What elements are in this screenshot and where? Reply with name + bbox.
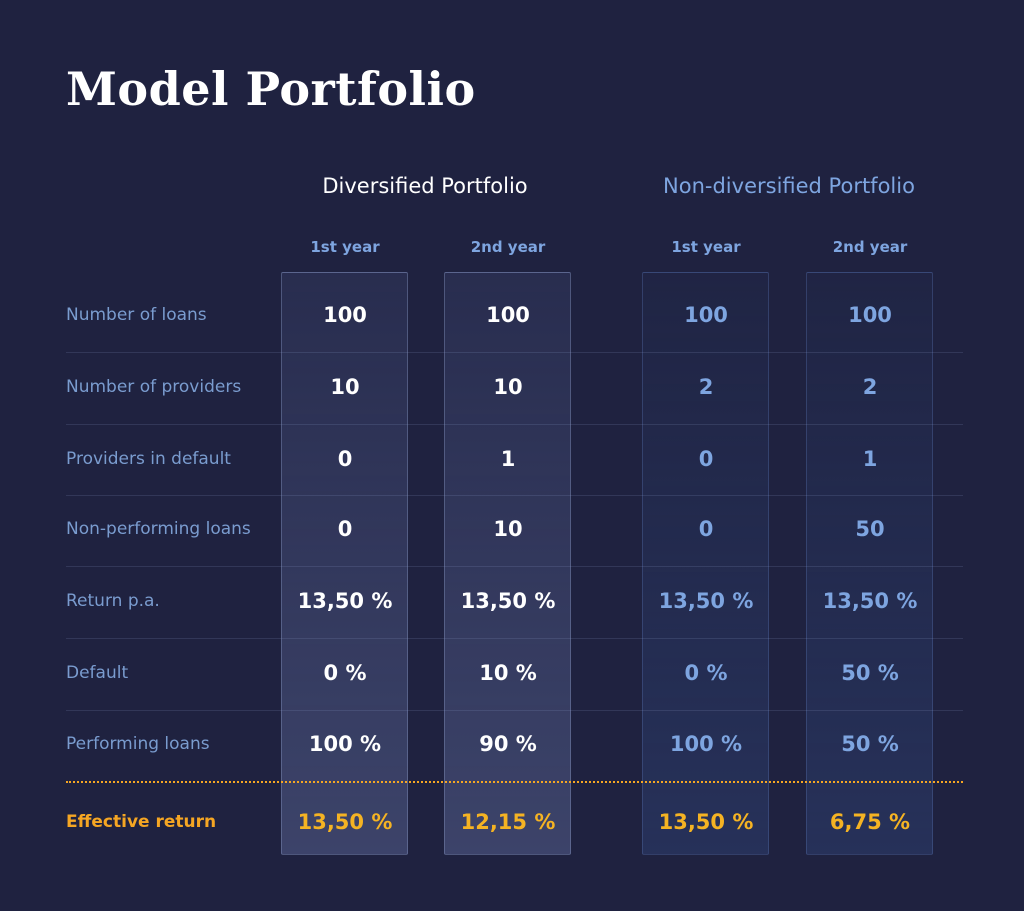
row-label: Effective return [66, 812, 217, 832]
table-cell: 10 [493, 517, 523, 541]
table-cell: 10 [330, 375, 360, 399]
table-cell: 13,50 % [297, 589, 393, 613]
table-cell: 6,75 % [829, 810, 911, 834]
table-cell: 1 [862, 447, 878, 471]
group-header-non-diversified: Non-diversified Portfolio [663, 174, 915, 198]
table-cell: 2 [862, 375, 878, 399]
table-cell: 100 [848, 303, 892, 327]
table-cell: 10 [493, 375, 523, 399]
table-cell: 100 [486, 303, 530, 327]
row-divider [66, 638, 963, 639]
table-cell: 100 [684, 303, 728, 327]
table-cell: 12,15 % [460, 810, 556, 834]
column-header-diversified-year-1: 1st year [310, 238, 380, 256]
table-cell: 0 [337, 447, 353, 471]
table-cell: 100 [323, 303, 367, 327]
column-box-3 [642, 272, 769, 855]
row-label: Number of loans [66, 305, 207, 325]
table-cell: 13,50 % [460, 589, 556, 613]
table-cell: 2 [698, 375, 714, 399]
effective-return-divider [66, 781, 963, 783]
row-divider [66, 710, 963, 711]
group-header-diversified: Diversified Portfolio [322, 174, 528, 198]
column-box-1 [281, 272, 408, 855]
table-cell: 50 % [841, 732, 899, 756]
column-header-non-diversified-year-1: 1st year [671, 238, 741, 256]
row-label: Providers in default [66, 449, 231, 469]
table-cell: 100 % [308, 732, 382, 756]
table-cell: 100 % [669, 732, 743, 756]
table-cell: 0 [698, 517, 714, 541]
table-cell: 10 % [479, 661, 537, 685]
page-title: Model Portfolio [66, 62, 476, 116]
table-cell: 13,50 % [658, 810, 754, 834]
table-cell: 13,50 % [297, 810, 393, 834]
table-cell: 1 [500, 447, 516, 471]
column-box-4 [806, 272, 933, 855]
table-cell: 0 % [323, 661, 367, 685]
row-divider [66, 352, 963, 353]
row-label: Number of providers [66, 377, 242, 397]
column-box-2 [444, 272, 571, 855]
row-divider [66, 566, 963, 567]
table-cell: 90 % [479, 732, 537, 756]
table-cell: 13,50 % [658, 589, 754, 613]
table-cell: 0 [337, 517, 353, 541]
table-cell: 13,50 % [822, 589, 918, 613]
row-label: Default [66, 663, 129, 683]
row-label: Performing loans [66, 734, 210, 754]
table-cell: 50 % [841, 661, 899, 685]
table-cell: 50 [855, 517, 885, 541]
table-cell: 0 [698, 447, 714, 471]
row-divider [66, 424, 963, 425]
table-cell: 0 % [684, 661, 728, 685]
column-header-diversified-year-2: 2nd year [470, 238, 546, 256]
row-label: Return p.a. [66, 591, 160, 611]
row-label: Non-performing loans [66, 519, 251, 539]
column-header-non-diversified-year-2: 2nd year [832, 238, 908, 256]
row-divider [66, 495, 963, 496]
